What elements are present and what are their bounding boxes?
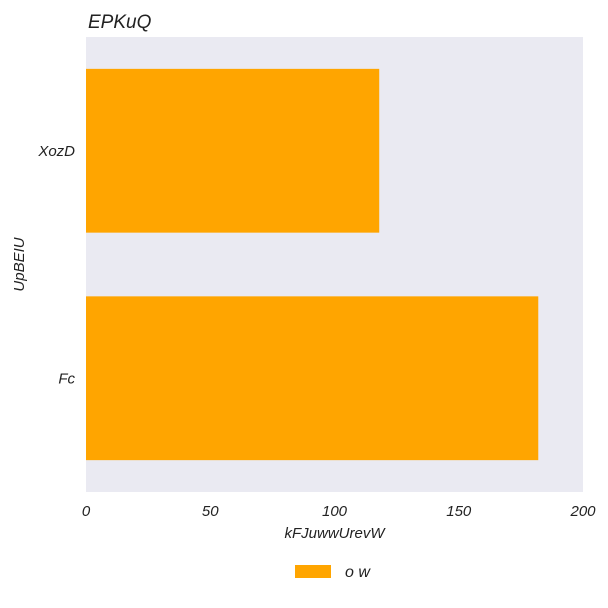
bars (86, 68, 539, 461)
legend-swatch (295, 565, 331, 578)
legend: o w (295, 564, 371, 581)
y-tick-label: XozD (37, 143, 75, 160)
chart-title: EPKuQ (88, 12, 152, 33)
y-tick-labels: XozD Fc (37, 143, 75, 388)
x-tick-label: 100 (322, 503, 348, 520)
x-tick-label: 0 (82, 503, 91, 520)
y-tick-label: Fc (58, 370, 75, 387)
bar-fc (86, 296, 539, 461)
x-axis-label: kFJuwwUrevW (285, 525, 387, 542)
x-tick-label: 150 (446, 503, 472, 520)
legend-label: o w (345, 564, 371, 581)
x-tick-label: 200 (569, 503, 596, 520)
x-tick-label: 50 (202, 503, 219, 520)
y-axis-label: UpBEIU (11, 237, 28, 291)
bar-xozd (86, 68, 380, 233)
x-tick-labels: 0 50 100 150 200 (82, 503, 596, 520)
